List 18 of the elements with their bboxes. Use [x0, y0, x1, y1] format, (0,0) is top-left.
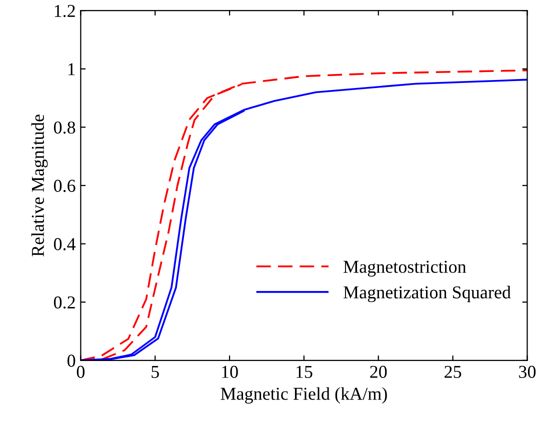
y-tick-label: 0 — [68, 354, 76, 367]
x-tick-label: 25 — [444, 366, 462, 378]
x-tick-label: 20 — [370, 366, 387, 378]
y-tick-label: 0.8 — [54, 121, 76, 134]
y-tick-label: 0.4 — [54, 238, 76, 250]
y-axis-title: Relative Magnitude — [31, 114, 48, 256]
legend-label: Magnetostriction — [344, 260, 466, 277]
x-tick-label: 30 — [519, 366, 536, 378]
y-tick-label: 0.2 — [54, 296, 75, 309]
x-tick-label: 0 — [76, 366, 85, 378]
x-tick-label: 5 — [152, 366, 159, 378]
legend-label: Magnetization Squared — [344, 286, 511, 302]
x-tick-label: 15 — [296, 366, 312, 378]
y-tick-label: 1.2 — [54, 4, 75, 18]
y-tick-label: 1 — [68, 63, 75, 76]
y-tick-label: 0.6 — [54, 180, 76, 192]
x-axis-title: Magnetic Field (kA/m) — [220, 387, 387, 404]
x-tick-label: 10 — [222, 366, 238, 378]
